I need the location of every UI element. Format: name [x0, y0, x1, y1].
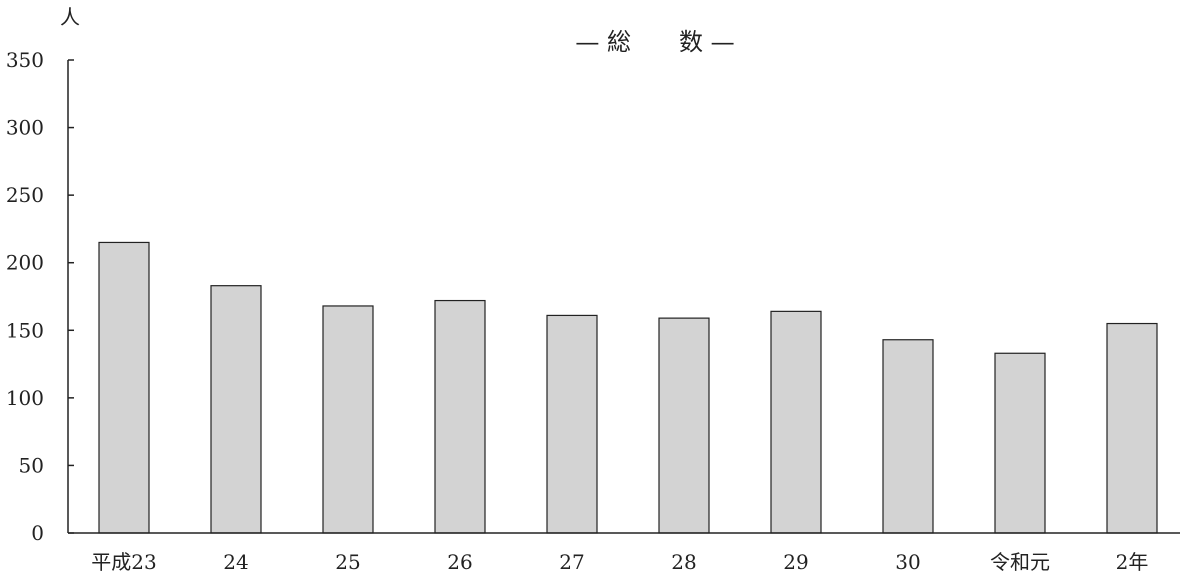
x-category-label: 29 [783, 550, 808, 574]
bar [658, 317, 710, 534]
x-category-label: 30 [895, 550, 920, 574]
y-tick-label: 300 [6, 116, 44, 140]
bar [770, 310, 822, 534]
x-category-label: 24 [223, 550, 248, 574]
x-category-label: 26 [447, 550, 472, 574]
y-tick-label: 250 [6, 183, 44, 207]
bar [322, 305, 374, 534]
x-category-label: 令和元 [990, 550, 1050, 574]
y-tick-label: 50 [19, 453, 44, 477]
y-tick-label: 0 [31, 521, 44, 545]
y-tick-label: 100 [6, 386, 44, 410]
y-axis-ticks: 0 50 100 150 200 250 300 350 [6, 48, 74, 545]
bar [434, 299, 486, 534]
x-axis-labels: 平成23 24 25 26 27 28 29 30 令和元 2年 [91, 550, 1148, 574]
y-axis-unit-label: 人 [60, 5, 80, 29]
bars-group [98, 241, 1158, 534]
x-category-label: 平成23 [91, 550, 156, 574]
bar [1106, 322, 1158, 534]
bar [546, 314, 598, 534]
bar [210, 285, 262, 534]
chart-title: — 総 数 — [575, 28, 734, 56]
x-category-label: 27 [559, 550, 584, 574]
bar [98, 241, 150, 534]
x-category-label: 25 [335, 550, 360, 574]
x-category-label: 2年 [1116, 550, 1149, 574]
y-tick-label: 200 [6, 251, 44, 275]
bar [882, 339, 934, 534]
bar [994, 352, 1046, 534]
y-tick-label: 350 [6, 48, 44, 72]
y-tick-label: 150 [6, 318, 44, 342]
x-category-label: 28 [671, 550, 696, 574]
